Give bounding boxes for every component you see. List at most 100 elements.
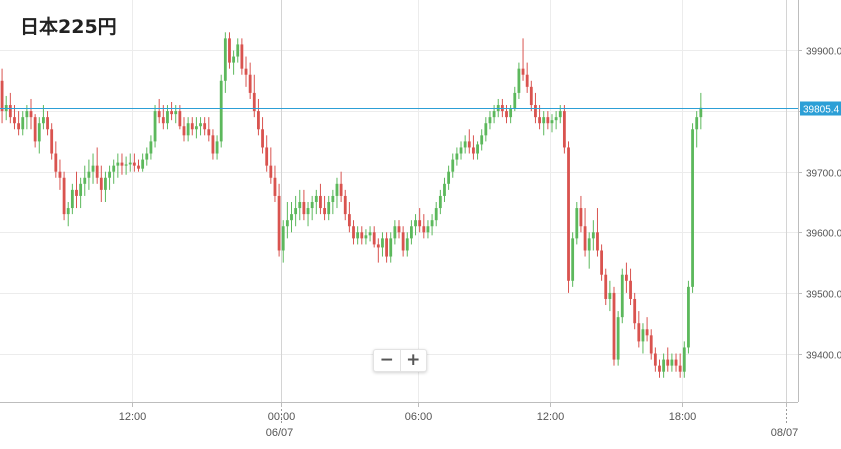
candle-body [323,208,326,215]
candle-body [364,235,368,239]
candle-body [211,135,215,154]
candle-body [488,117,492,124]
candle-body [294,208,298,215]
candle-body [409,226,413,239]
candle-body [554,117,558,121]
candle-body [558,111,562,118]
candle-body [203,123,207,130]
candle-series [0,32,703,378]
candle-body [459,147,463,154]
candle-body [8,105,12,118]
candle-body [521,68,525,75]
candle-body [116,162,120,166]
candle-body [393,226,397,239]
candle-body [422,226,426,233]
candle-body [591,232,595,239]
candle-body [343,195,347,215]
candle-body [443,183,446,196]
candle-body [170,111,173,115]
candle-body [232,56,236,63]
candle-body [58,171,62,178]
candle-body [327,202,331,215]
candle-body [529,86,533,106]
candle-body [339,183,343,196]
candle-body [509,108,513,118]
candle-body [575,208,579,239]
candle-body [629,280,632,299]
candle-body [513,92,517,109]
candle-body [447,171,451,184]
x-date-label: 08/07 [771,427,799,439]
candle-body [587,238,591,251]
candle-body [542,117,546,124]
candle-body [128,162,132,165]
candle-body [418,220,422,227]
zoom-out-button[interactable]: − [379,350,394,370]
x-tick-label: 12:00 [537,411,565,423]
candle-body [649,335,653,354]
candle-body [310,202,314,209]
candle-body [37,123,41,142]
candle-body [426,226,430,233]
x-tick-label: 12:00 [119,411,147,423]
candle-body [178,111,182,127]
candle-body [596,232,599,251]
candle-body [298,202,302,209]
y-tick-label: 39600.0 [806,229,841,240]
candle-body [244,68,248,75]
candle-body [174,111,178,115]
candle-body [455,153,459,160]
candle-body [277,195,281,251]
candle-body [567,147,570,281]
candle-body [13,117,16,124]
candle-body [257,111,260,130]
candle-body [182,126,186,136]
candle-body [112,165,116,172]
candle-body [397,226,401,233]
candle-body [25,111,29,118]
candle-body [620,274,624,318]
candle-body [550,120,554,124]
candle-body [612,292,616,360]
candle-body [463,141,467,148]
candle-body [538,117,541,124]
candle-body [149,141,153,154]
candle-body [505,111,508,118]
y-tick-label: 39400.0 [806,351,841,362]
candle-body [240,44,244,69]
candle-body [583,226,587,251]
candle-body [438,195,442,209]
candle-body [604,274,608,299]
candle-body [124,164,128,166]
candle-body [670,359,674,366]
candle-body [484,123,488,136]
candle-body [666,359,670,366]
candle-body [352,226,355,239]
zoom-controls: − + [373,349,427,372]
candle-body [50,129,54,154]
candle-body [104,177,107,190]
candle-body [389,238,393,257]
candle-body [608,292,612,299]
candle-body [91,165,95,172]
candle-body [451,159,455,172]
candle-body [79,183,83,196]
candle-body [42,117,45,124]
candle-body [120,162,124,166]
candle-body [228,38,231,63]
candle-body [579,208,583,227]
candle-body [223,38,227,81]
candle-body [54,153,58,172]
candle-body [645,329,649,336]
zoom-in-button[interactable]: + [399,350,427,371]
candle-body [335,183,339,196]
candle-body [600,250,604,275]
candle-body [682,347,686,372]
y-tick-label: 39900.0 [806,47,841,58]
candle-body [87,171,91,178]
candle-body [248,74,252,93]
candle-body [302,202,306,215]
candle-body [517,68,521,93]
candle-body [199,123,202,127]
candle-body [153,111,157,142]
